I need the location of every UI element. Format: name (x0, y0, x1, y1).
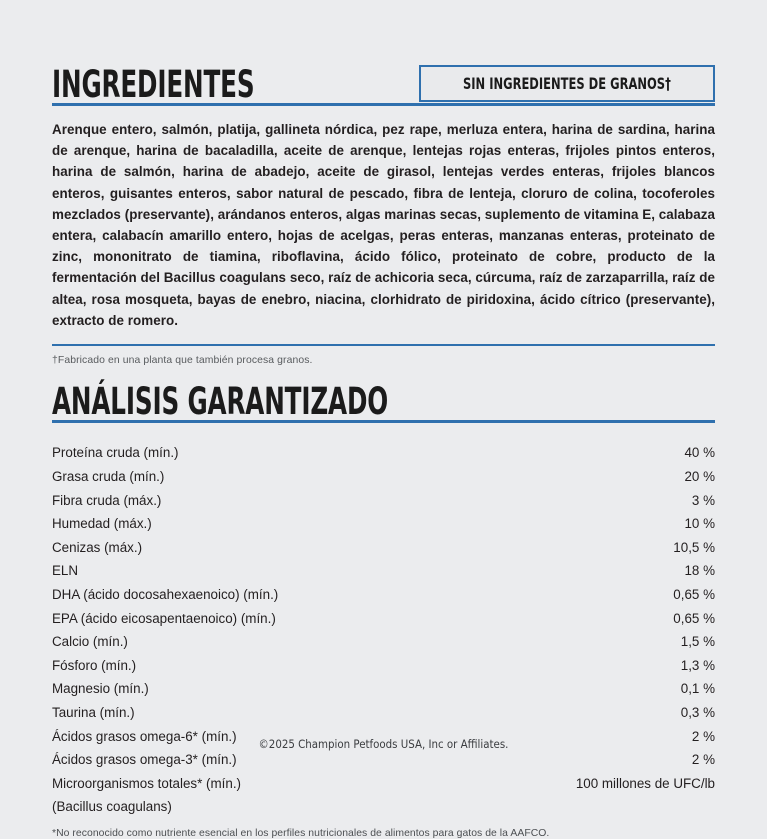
analysis-row-label: Microorganismos totales* (mín.) (52, 775, 242, 791)
table-row: Fósforo (mín.) 1,3 % (52, 654, 715, 678)
analysis-row-value (462, 795, 715, 819)
ingredients-body-text: Arenque entero, salmón, platija, galline… (52, 122, 715, 328)
analysis-row-label: Ácidos grasos omega-6* (mín.) (52, 728, 237, 744)
analysis-row-value: 18 % (684, 563, 715, 579)
analysis-row-value: 20 % (684, 469, 715, 485)
guaranteed-analysis-table: Proteína cruda (mín.) 40 % Grasa cruda (… (52, 441, 715, 819)
analysis-row-label: Humedad (máx.) (52, 516, 152, 532)
divider-under-ingredients-title (52, 103, 715, 106)
copyright-notice: ©2025 Champion Petfoods USA, Inc or Affi… (258, 737, 509, 751)
analysis-row-value: 0,1 % (680, 681, 715, 697)
page-title: INGREDIENTES (52, 63, 255, 106)
analysis-row-label: ELN (52, 563, 79, 579)
table-row: Proteína cruda (mín.) 40 % (52, 441, 715, 465)
analysis-footnote: *No reconocido como nutriente esencial e… (52, 827, 550, 839)
analysis-row-value: 100 millones de UFC/lb (575, 775, 715, 791)
analysis-row-label: Grasa cruda (mín.) (52, 469, 165, 485)
analysis-row-label: Fibra cruda (máx.) (52, 492, 162, 508)
analysis-row-value: 0,65 % (673, 586, 715, 602)
analysis-row-label: (Bacillus coagulans) (52, 799, 172, 815)
analysis-row-value: 10,5 % (673, 539, 715, 555)
table-row: Fibra cruda (máx.) 3 % (52, 489, 715, 513)
analysis-row-value: 40 % (684, 445, 715, 461)
analysis-row-label: Proteína cruda (mín.) (52, 445, 179, 461)
divider-under-ingredients-body (52, 344, 715, 347)
analysis-row-value: 0,65 % (673, 610, 715, 626)
table-row: Microorganismos totales* (mín.) 100 mill… (52, 772, 715, 796)
analysis-row-value: 2 % (691, 752, 715, 768)
analysis-row-label: Ácidos grasos omega-3* (mín.) (52, 752, 237, 768)
table-row: DHA (ácido docosahexaenoico) (mín.) 0,65… (52, 583, 715, 607)
status-badge-label: SIN INGREDIENTES DE GRANOS† (463, 74, 672, 93)
analysis-row-label: Fósforo (mín.) (52, 657, 137, 673)
analysis-row-value: 1,3 % (680, 657, 715, 673)
table-row: Ácidos grasos omega-3* (mín.) 2 % (52, 748, 715, 772)
ingredients-header: INGREDIENTES SIN INGREDIENTES DE GRANOS† (52, 0, 715, 103)
table-row: Humedad (máx.) 10 % (52, 512, 715, 536)
analysis-row-value: 3 % (691, 492, 715, 508)
analysis-row-label: DHA (ácido docosahexaenoico) (mín.) (52, 586, 279, 602)
table-row: Grasa cruda (mín.) 20 % (52, 465, 715, 489)
analysis-title: ANÁLISIS GARANTIZADO (52, 380, 389, 424)
table-row: ELN 18 % (52, 559, 715, 583)
analysis-row-value: 1,5 % (680, 634, 715, 650)
analysis-row-value: 2 % (691, 728, 715, 744)
nutrition-label-page: INGREDIENTES SIN INGREDIENTES DE GRANOS†… (52, 0, 715, 839)
analysis-row-value: 10 % (684, 516, 715, 532)
table-row: Cenizas (máx.) 10,5 % (52, 536, 715, 560)
analysis-row-value: 0,3 % (680, 704, 715, 720)
status-badge: SIN INGREDIENTES DE GRANOS† (419, 65, 715, 102)
table-row: Calcio (mín.) 1,5 % (52, 630, 715, 654)
analysis-table-body: Proteína cruda (mín.) 40 % Grasa cruda (… (52, 441, 715, 819)
analysis-header: ANÁLISIS GARANTIZADO (52, 383, 715, 420)
table-row: Ácidos grasos omega-6* (mín.) 2 % (52, 725, 715, 749)
table-row: Taurina (mín.) 0,3 % (52, 701, 715, 725)
analysis-row-label: Cenizas (máx.) (52, 539, 143, 555)
analysis-row-label: Taurina (mín.) (52, 704, 135, 720)
ingredients-footnote: †Fabricado en una planta que también pro… (52, 355, 313, 367)
table-row: Magnesio (mín.) 0,1 % (52, 677, 715, 701)
analysis-row-label: Calcio (mín.) (52, 634, 128, 650)
table-row: EPA (ácido eicosapentaenoico) (mín.) 0,6… (52, 607, 715, 631)
analysis-row-label: Magnesio (mín.) (52, 681, 149, 697)
table-row: (Bacillus coagulans) (52, 795, 715, 819)
divider-under-analysis-title (52, 420, 715, 424)
analysis-row-label: EPA (ácido eicosapentaenoico) (mín.) (52, 610, 276, 626)
